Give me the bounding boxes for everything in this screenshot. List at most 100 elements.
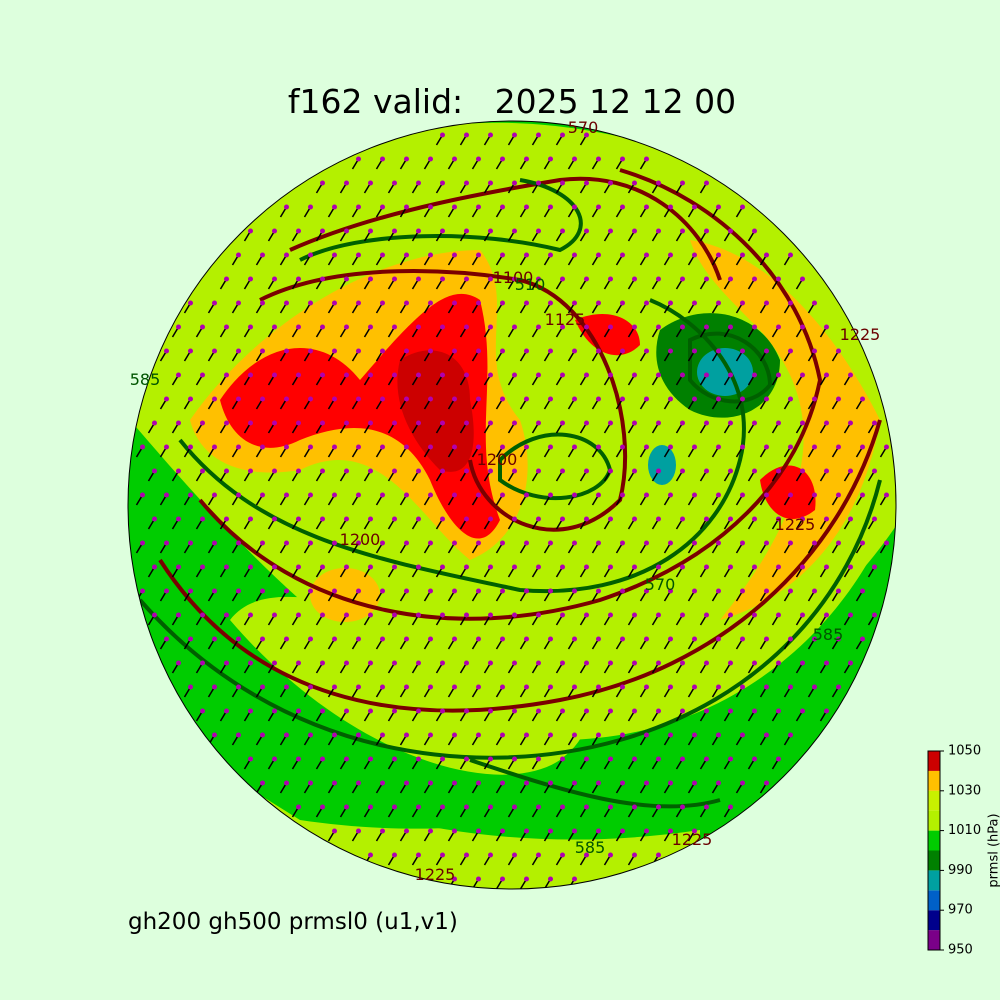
wind-dot — [404, 300, 409, 306]
wind-dot — [248, 276, 253, 282]
wind-dot — [392, 180, 397, 186]
wind-dot — [452, 396, 457, 402]
wind-dot — [428, 252, 433, 258]
wind-dot — [464, 516, 469, 522]
wind-dot — [464, 564, 469, 570]
wind-dot — [608, 612, 613, 618]
wind-dot — [380, 636, 385, 642]
wind-dot — [224, 372, 229, 378]
wind-dot — [440, 132, 445, 138]
wind-dot — [368, 708, 373, 714]
wind-dot — [284, 204, 289, 210]
wind-dot — [488, 372, 493, 378]
wind-dot — [608, 228, 613, 234]
wind-dot — [428, 348, 433, 354]
wind-dot — [140, 540, 145, 546]
wind-dot — [356, 396, 361, 402]
wind-dot — [704, 420, 709, 426]
wind-dot — [704, 756, 709, 762]
wind-dot — [692, 444, 697, 450]
wind-dot — [656, 564, 661, 570]
wind-dot — [500, 828, 505, 834]
wind-dot — [848, 372, 853, 378]
wind-dot — [464, 180, 469, 186]
wind-dot — [776, 564, 781, 570]
wind-dot — [368, 420, 373, 426]
wind-dot — [152, 612, 157, 618]
wind-dot — [212, 732, 217, 738]
wind-dot — [596, 444, 601, 450]
wind-dot — [812, 636, 817, 642]
wind-dot — [872, 612, 877, 618]
wind-dot — [476, 540, 481, 546]
wind-dot — [584, 324, 589, 330]
wind-dot — [548, 492, 553, 498]
wind-dot — [692, 684, 697, 690]
wind-dot — [188, 348, 193, 354]
wind-dot — [200, 468, 205, 474]
wind-dot — [728, 564, 733, 570]
wind-dot — [776, 756, 781, 762]
wind-dot — [476, 444, 481, 450]
wind-dot — [296, 660, 301, 666]
wind-dot — [620, 828, 625, 834]
wind-dot — [464, 756, 469, 762]
wind-dot — [836, 636, 841, 642]
wind-dot — [872, 564, 877, 570]
wind-dot — [416, 372, 421, 378]
wind-dot — [668, 348, 673, 354]
wind-dot — [608, 852, 613, 858]
wind-dot — [668, 828, 673, 834]
wind-dot — [680, 708, 685, 714]
contour-label: 1125 — [545, 310, 586, 329]
wind-dot — [212, 492, 217, 498]
wind-dot — [356, 540, 361, 546]
wind-dot — [512, 132, 517, 138]
wind-dot — [836, 444, 841, 450]
wind-dot — [656, 660, 661, 666]
wind-dot — [344, 516, 349, 522]
wind-dot — [740, 732, 745, 738]
wind-dot — [440, 516, 445, 522]
wind-dot — [716, 492, 721, 498]
colorbar-segment — [928, 870, 940, 891]
wind-dot — [476, 876, 481, 882]
wind-dot — [776, 708, 781, 714]
wind-dot — [824, 708, 829, 714]
wind-dot — [188, 300, 193, 306]
wind-dot — [632, 228, 637, 234]
wind-dot — [332, 780, 337, 786]
wind-dot — [200, 372, 205, 378]
wind-dot — [560, 468, 565, 474]
wind-dot — [644, 780, 649, 786]
wind-dot — [500, 540, 505, 546]
wind-dot — [500, 444, 505, 450]
wind-dot — [380, 156, 385, 162]
colorbar-frame — [927, 750, 941, 951]
wind-dot — [404, 156, 409, 162]
wind-dot — [788, 348, 793, 354]
wind-dot — [884, 492, 889, 498]
wind-dot — [428, 636, 433, 642]
wind-dot — [788, 444, 793, 450]
wind-dot — [368, 276, 373, 282]
wind-dot — [404, 780, 409, 786]
wind-dot — [692, 588, 697, 594]
wind-dot — [368, 180, 373, 186]
wind-dot — [728, 324, 733, 330]
wind-dot — [644, 684, 649, 690]
wind-dot — [452, 780, 457, 786]
wind-dot — [260, 684, 265, 690]
wind-dot — [692, 540, 697, 546]
wind-dot — [344, 228, 349, 234]
wind-dot — [356, 204, 361, 210]
wind-dot — [560, 804, 565, 810]
caption: gh200 gh500 prmsl0 (u1,v1) — [128, 909, 458, 935]
wind-dot — [224, 468, 229, 474]
wind-dot — [524, 252, 529, 258]
wind-dot — [476, 636, 481, 642]
wind-dot — [188, 540, 193, 546]
wind-dot — [404, 588, 409, 594]
wind-dot — [800, 516, 805, 522]
wind-dot — [800, 564, 805, 570]
